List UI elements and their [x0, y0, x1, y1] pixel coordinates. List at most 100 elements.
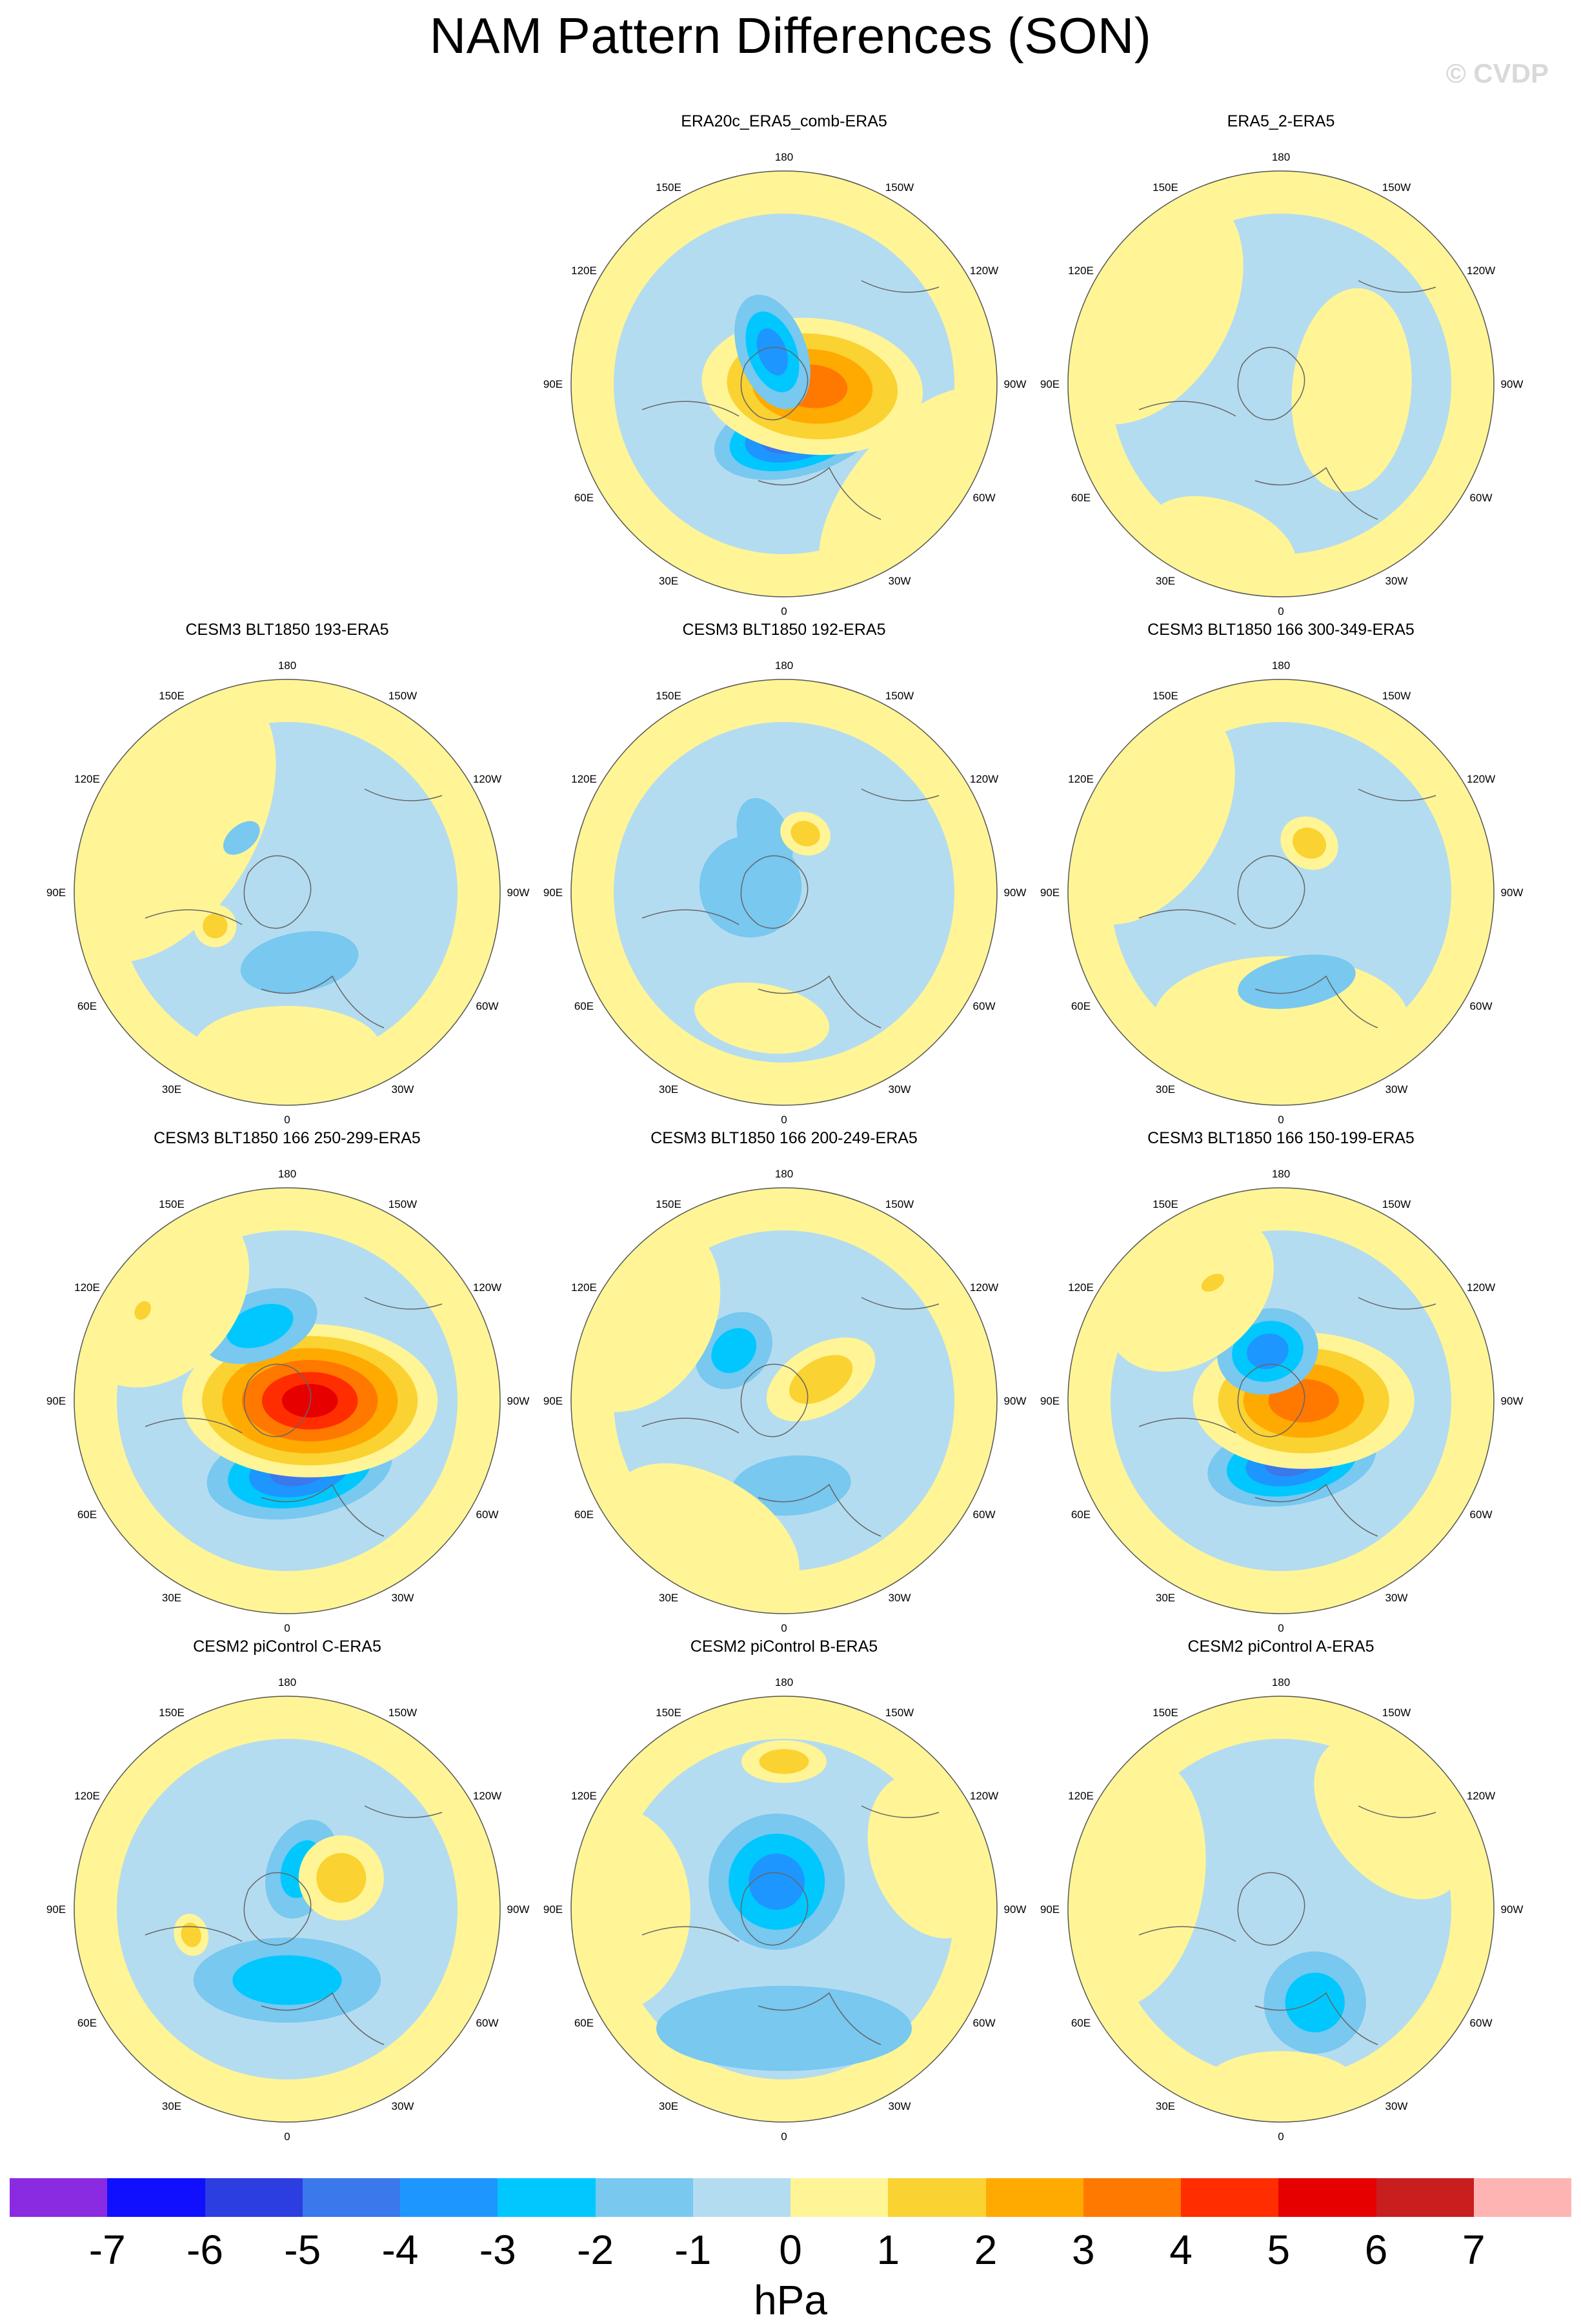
- longitude-label: 90E: [1040, 1395, 1060, 1407]
- polar-map: 180 150E 120E 90E 60E 30E 0 30W 60W 90W 120W 150W: [543, 659, 1027, 1126]
- polar-map: 180 150E 120E 90E 60E 30E 0 30W 60W 90W 120W 150W: [543, 1168, 1027, 1634]
- panel-title: CESM3 BLT1850 193-ERA5: [185, 621, 389, 639]
- page-title: NAM Pattern Differences (SON): [429, 7, 1152, 64]
- panel-title: CESM3 BLT1850 166 200-249-ERA5: [650, 1129, 918, 1147]
- longitude-label: 60W: [973, 492, 996, 504]
- map-border: [570, 1696, 998, 2123]
- colorbar-swatch: [985, 2178, 1083, 2217]
- map-panel: CESM3 BLT1850 193-ERA5 180 150E 120E 90E 60E 3…: [39, 618, 536, 1128]
- colorbar-swatch: [400, 2178, 498, 2217]
- colorbar-tick-label: 7: [1462, 2227, 1485, 2273]
- longitude-label: 150E: [656, 690, 681, 702]
- longitude-label: 180: [278, 659, 296, 672]
- longitude-label: 60E: [574, 492, 594, 504]
- colorbar-tick-label: 2: [974, 2227, 998, 2273]
- longitude-label: 90E: [1040, 378, 1060, 390]
- anomaly-contour: [1201, 1274, 1225, 1292]
- longitude-label: 30E: [1156, 1592, 1175, 1604]
- longitude-label: 0: [284, 1114, 290, 1126]
- longitude-label: 180: [1272, 151, 1290, 163]
- longitude-label: 150E: [656, 1198, 681, 1210]
- longitude-label: 180: [278, 1168, 296, 1180]
- panel-title: CESM2 piControl A-ERA5: [1187, 1638, 1375, 1656]
- positive-ring: [571, 171, 997, 597]
- longitude-label: 180: [1272, 659, 1290, 672]
- longitude-label: 90E: [46, 887, 66, 899]
- longitude-label: 60E: [1071, 492, 1091, 504]
- panel-title: CESM3 BLT1850 166 250-299-ERA5: [154, 1129, 421, 1147]
- longitude-label: 60W: [973, 1000, 996, 1012]
- colorbar-tick-label: 4: [1169, 2227, 1193, 2273]
- longitude-label: 30E: [659, 2100, 678, 2112]
- anomaly-contour: [1238, 954, 1356, 1009]
- longitude-label: 90E: [543, 1395, 563, 1407]
- anomaly-contour: [181, 1922, 201, 1947]
- longitude-label: 150W: [388, 1198, 417, 1210]
- map-border: [570, 1187, 998, 1614]
- longitude-label: 0: [781, 605, 787, 617]
- coastline: [1138, 280, 1436, 520]
- colorbar-tick-label: 5: [1267, 2227, 1291, 2273]
- map-border: [570, 170, 998, 597]
- longitude-label: 60E: [1071, 2017, 1091, 2029]
- longitude-label: 60W: [973, 1508, 996, 1521]
- longitude-label: 60E: [574, 1508, 594, 1521]
- longitude-label: 120E: [1068, 1281, 1094, 1294]
- longitude-label: 150E: [1153, 1198, 1178, 1210]
- longitude-label: 0: [284, 1622, 290, 1634]
- panel-title: CESM3 BLT1850 192-ERA5: [682, 621, 886, 639]
- anomaly-contour: [1247, 1333, 1289, 1370]
- map-border: [74, 1696, 501, 2123]
- longitude-label: 150E: [1153, 690, 1178, 702]
- longitude-label: 120W: [473, 773, 501, 785]
- longitude-label: 150W: [1382, 690, 1411, 702]
- longitude-label: 30E: [162, 2100, 181, 2112]
- map-panel: CESM3 BLT1850 166 150-199-ERA5 180 150E 120…: [1032, 1127, 1529, 1636]
- longitude-label: 90E: [543, 1903, 563, 1916]
- longitude-label: 150W: [885, 181, 914, 194]
- colorbar-swatch: [302, 2178, 400, 2217]
- longitude-label: 60E: [1071, 1000, 1091, 1012]
- colorbar-swatch: [888, 2178, 986, 2217]
- longitude-label: 30W: [889, 2100, 911, 2112]
- longitude-label: 120E: [1068, 265, 1094, 277]
- map-panel: ERA20c_ERA5_comb-ERA5 180 150E 120E 90E 60E 30…: [536, 110, 1032, 619]
- colorbar-swatch: [498, 2178, 596, 2217]
- panel-title: CESM2 piControl B-ERA5: [690, 1638, 878, 1656]
- longitude-label: 90W: [1004, 1903, 1027, 1916]
- positive-ring: [74, 1696, 500, 2122]
- map-panel: CESM3 BLT1850 166 300-349-ERA5 180 150E 120…: [1032, 618, 1529, 1128]
- colorbar-tick-label: 3: [1071, 2227, 1095, 2273]
- colorbar-swatch: [595, 2178, 693, 2217]
- anomaly-contour: [203, 913, 228, 939]
- colorbar-tick-label: -4: [381, 2227, 419, 2273]
- colorbar-tick-label: -7: [88, 2227, 126, 2273]
- longitude-label: 90E: [543, 887, 563, 899]
- map-panel: CESM3 BLT1850 192-ERA5 180 150E 120E 90E 60E 3…: [536, 618, 1032, 1128]
- map-border: [570, 679, 998, 1106]
- longitude-label: 150W: [388, 690, 417, 702]
- anomaly-contour: [232, 1955, 342, 2005]
- longitude-label: 30W: [392, 1083, 414, 1096]
- longitude-label: 30E: [162, 1592, 181, 1604]
- longitude-label: 30W: [1385, 1592, 1408, 1604]
- longitude-label: 120E: [74, 773, 100, 785]
- polar-map: 180 150E 120E 90E 60E 30E 0 30W 60W 90W 120W 150W: [46, 1676, 530, 2143]
- longitude-label: 30W: [889, 1083, 911, 1096]
- panel-title: CESM3 BLT1850 166 300-349-ERA5: [1147, 621, 1415, 639]
- longitude-label: 120W: [1467, 1281, 1495, 1294]
- map-panel: CESM3 BLT1850 166 200-249-ERA5 180 150E 120…: [536, 1127, 1032, 1636]
- longitude-label: 30W: [392, 1592, 414, 1604]
- longitude-label: 0: [1278, 1622, 1284, 1634]
- longitude-label: 120E: [571, 265, 597, 277]
- longitude-label: 180: [278, 1676, 296, 1688]
- polar-map: 180 150E 120E 90E 60E 30E 0 30W 60W 90W 120W 150W: [1040, 1676, 1524, 2143]
- longitude-label: 60E: [574, 2017, 594, 2029]
- longitude-label: 180: [1272, 1676, 1290, 1688]
- longitude-label: 150E: [159, 1707, 185, 1719]
- longitude-label: 150W: [1382, 1707, 1411, 1719]
- map-panel: ERA5_2-ERA5 180 150E 120E 90E 60E 30E 0 30W 60W 90…: [1032, 110, 1529, 619]
- longitude-label: 120E: [571, 773, 597, 785]
- longitude-label: 90W: [1501, 378, 1524, 390]
- longitude-label: 30E: [659, 1592, 678, 1604]
